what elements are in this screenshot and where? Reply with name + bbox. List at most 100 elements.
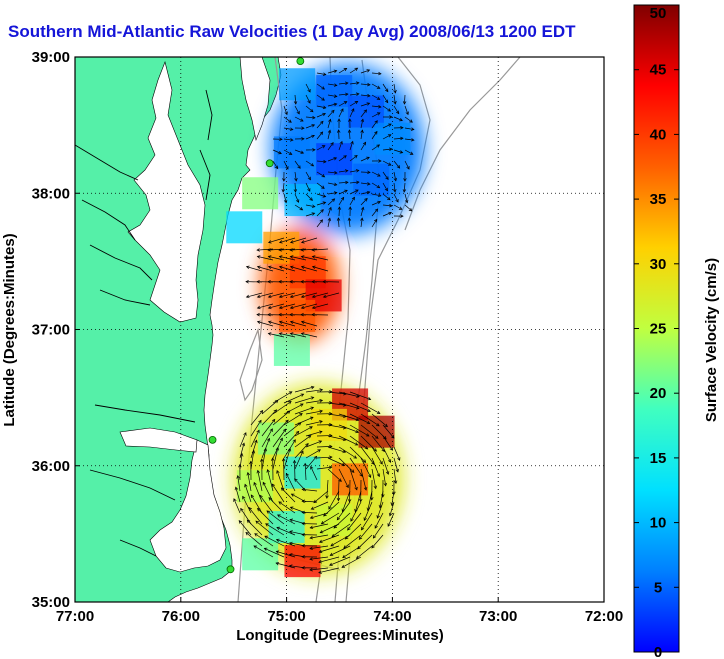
velocity-vector	[310, 534, 329, 539]
velocity-vector	[350, 501, 362, 522]
velocity-vector	[404, 138, 414, 141]
velocity-vector-head	[307, 100, 311, 104]
velocity-vector-head	[400, 214, 404, 218]
velocity-vector-head	[366, 420, 371, 425]
velocity-vector-head	[254, 439, 258, 444]
velocity-vector-head	[362, 141, 367, 146]
velocity-vector	[327, 130, 331, 140]
velocity-vector-head	[278, 248, 282, 252]
velocity-vector-head	[254, 533, 258, 537]
velocity-vector-head	[386, 196, 391, 201]
velocity-vector-head	[300, 450, 304, 455]
velocity-vector-head	[319, 420, 323, 424]
velocity-vector-head	[376, 473, 381, 478]
velocity-vector-head	[388, 211, 392, 216]
velocity-vector	[327, 391, 347, 395]
velocity-vector-head	[411, 138, 415, 142]
velocity-vector-head	[263, 447, 268, 452]
velocity-vector	[338, 141, 343, 151]
velocity-vector	[301, 256, 318, 261]
velocity-vector	[382, 94, 389, 103]
velocity-vector	[253, 482, 263, 503]
velocity-vector-head	[311, 204, 316, 208]
velocity-vector-head	[289, 506, 294, 510]
delaware-bay	[239, 57, 271, 142]
colorbar-tick-label: 0	[654, 644, 662, 659]
velocity-vector-head	[267, 240, 272, 244]
velocity-vector-head	[376, 112, 381, 116]
velocity-vector-head	[278, 255, 283, 259]
velocity-vector	[247, 472, 252, 492]
velocity-vector	[259, 495, 274, 514]
velocity-vector	[305, 420, 323, 426]
velocity-vector-head	[300, 240, 305, 244]
velocity-vector	[272, 401, 292, 415]
velocity-vector-head	[355, 417, 360, 422]
velocity-vector	[316, 113, 326, 118]
velocity-vector	[305, 431, 323, 437]
velocity-vector-head	[378, 159, 382, 163]
velocity-vector-head	[367, 82, 371, 87]
velocity-vector-head	[309, 525, 314, 530]
albemarle-sound	[119, 427, 198, 453]
heat-cell	[273, 136, 310, 169]
velocity-vector	[338, 93, 348, 96]
velocity-vector-head	[333, 191, 338, 195]
velocity-vector-head	[409, 119, 413, 123]
velocity-vector-head	[351, 196, 355, 201]
velocity-vector	[272, 447, 279, 470]
velocity-vector-head	[340, 108, 344, 112]
velocity-vector	[393, 160, 400, 169]
velocity-vector-head	[278, 151, 282, 155]
velocity-vector	[294, 386, 314, 393]
velocity-vector	[294, 182, 296, 193]
velocity-vector-head	[276, 469, 280, 474]
velocity-vector	[247, 519, 263, 536]
velocity-vector-head	[345, 81, 349, 85]
velocity-vector-head	[319, 388, 324, 392]
velocity-vector	[279, 303, 296, 309]
velocity-vector-head	[333, 157, 338, 161]
velocity-vector	[301, 266, 318, 272]
velocity-vector	[360, 109, 367, 118]
x-tick-label: 76:00	[162, 608, 200, 625]
velocity-vector-head	[256, 255, 261, 259]
velocity-vector-head	[311, 212, 316, 216]
velocity-vector-head	[260, 458, 264, 462]
grid	[75, 57, 604, 602]
heat-cell	[258, 422, 295, 455]
velocity-vector	[271, 483, 285, 503]
velocity-vector-head	[309, 416, 314, 420]
velocity-vector-head	[329, 411, 333, 416]
velocity-vector-head	[318, 539, 323, 543]
velocity-vector	[316, 145, 326, 151]
colorbar-tick-label: 45	[650, 62, 667, 79]
velocity-vector	[313, 490, 329, 503]
velocity-vector-head	[263, 547, 268, 551]
velocity-vector	[393, 83, 396, 93]
velocity-vector	[261, 428, 273, 448]
velocity-vector	[382, 123, 392, 129]
velocity-vector-head	[355, 189, 359, 193]
velocity-vector	[327, 142, 334, 151]
velocity-vector-head	[393, 177, 398, 182]
velocity-vector-head	[383, 482, 388, 487]
velocity-vector	[404, 105, 409, 115]
velocity-vector	[304, 463, 307, 481]
velocity-vector	[338, 82, 348, 85]
velocity-vector	[338, 413, 359, 421]
velocity-vector	[347, 512, 362, 531]
velocity-vector-head	[310, 506, 315, 510]
velocity-vector-head	[333, 69, 338, 73]
velocity-vector-head	[344, 169, 349, 173]
velocity-vector-head	[377, 200, 381, 205]
velocity-vector-head	[256, 248, 260, 252]
x-tick-label: 73:00	[479, 608, 517, 625]
velocity-vector-head	[329, 552, 334, 556]
velocity-vector-head	[300, 265, 305, 269]
velocity-vector	[316, 456, 332, 459]
velocity-vector-head	[347, 129, 352, 133]
velocity-vector-head	[244, 483, 248, 488]
velocity-vector	[345, 523, 362, 540]
velocity-vector-head	[376, 410, 381, 414]
